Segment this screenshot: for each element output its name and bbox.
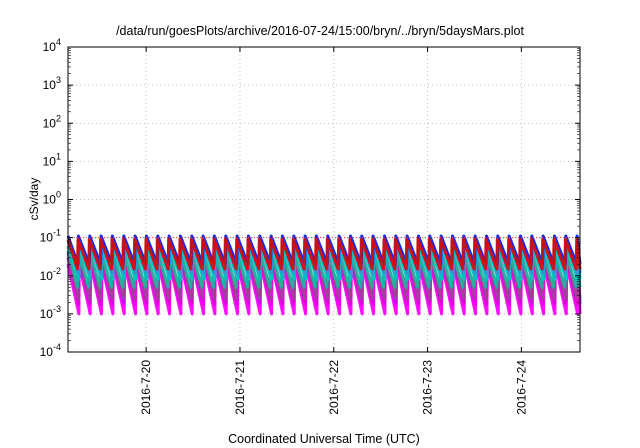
chart-title: /data/run/goesPlots/archive/2016-07-24/1… <box>116 24 524 38</box>
y-tick-label: 100 <box>43 190 61 207</box>
y-tick-label: 103 <box>43 75 61 92</box>
series-line <box>66 237 582 271</box>
x-axis: 2016-7-20 2016-7-21 2016-7-22 2016-7-23 2016… <box>139 47 528 415</box>
x-tick-label: 2016-7-24 <box>514 360 528 415</box>
x-tick-label: 2016-7-23 <box>421 360 435 415</box>
y-tick-label: 10-3 <box>40 304 61 321</box>
x-axis-label: Coordinated Universal Time (UTC) <box>228 432 420 446</box>
y-tick-label: 10-4 <box>40 342 61 359</box>
y-tick-label: 101 <box>43 151 61 168</box>
x-tick-label: 2016-7-22 <box>327 360 341 415</box>
y-tick-label: 10-1 <box>40 228 61 245</box>
y-axis-label: cSv/day <box>27 178 41 221</box>
y-tick-label: 102 <box>43 113 61 130</box>
y-tick-label: 10-2 <box>40 266 61 283</box>
x-tick-label: 2016-7-20 <box>139 360 153 415</box>
x-tick-label: 2016-7-21 <box>233 360 247 415</box>
y-axis: 10-4 10-3 10-2 10-1 100 101 102 103 104 <box>40 37 580 359</box>
y-tick-label: 104 <box>43 37 61 54</box>
series-group <box>66 234 582 316</box>
